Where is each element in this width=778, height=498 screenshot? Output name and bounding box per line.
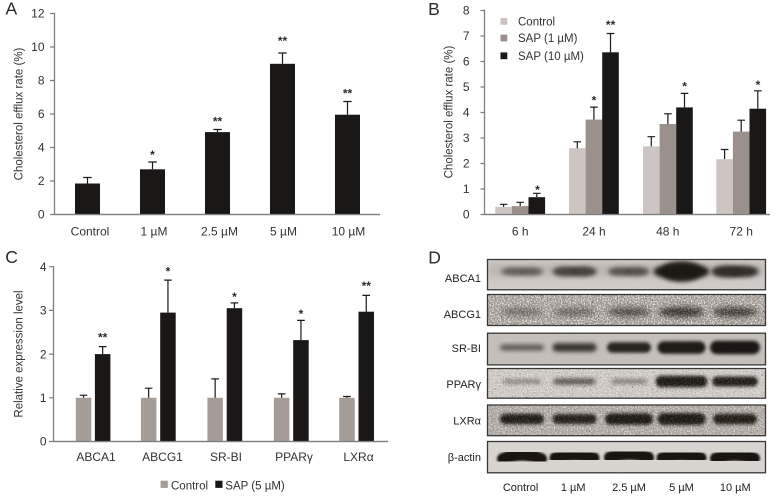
svg-text:Cholesterol efflux rate (%): Cholesterol efflux rate (%) — [444, 45, 456, 178]
svg-text:5: 5 — [463, 80, 470, 94]
svg-text:*: * — [682, 79, 687, 93]
svg-text:SR-BI: SR-BI — [210, 450, 242, 464]
svg-text:5 µM: 5 µM — [270, 225, 297, 239]
svg-text:4: 4 — [38, 141, 45, 155]
svg-text:3: 3 — [40, 304, 47, 318]
svg-text:6: 6 — [463, 55, 470, 69]
svg-text:**: ** — [213, 115, 223, 129]
svg-text:ABCG1: ABCG1 — [444, 309, 481, 321]
svg-text:10: 10 — [31, 40, 45, 54]
svg-text:24 h: 24 h — [582, 225, 605, 239]
svg-text:β-actin: β-actin — [448, 452, 481, 464]
svg-text:10 µM: 10 µM — [332, 225, 366, 239]
svg-text:C: C — [5, 247, 18, 267]
svg-text:2.5 µM: 2.5 µM — [201, 225, 238, 239]
svg-text:2: 2 — [463, 157, 470, 171]
svg-text:4: 4 — [40, 260, 47, 274]
svg-text:*: * — [756, 78, 761, 92]
svg-text:6: 6 — [38, 107, 45, 121]
svg-text:PPARγ: PPARγ — [275, 450, 313, 464]
svg-text:1: 1 — [40, 391, 47, 405]
svg-text:PPARγ: PPARγ — [446, 379, 481, 391]
svg-text:A: A — [6, 0, 18, 19]
svg-text:Relative expression level: Relative expression level — [14, 290, 26, 417]
svg-text:SAP (1 µM): SAP (1 µM) — [518, 33, 578, 45]
svg-text:**: ** — [98, 330, 108, 344]
svg-text:Control: Control — [518, 17, 555, 29]
svg-text:48 h: 48 h — [656, 225, 679, 239]
svg-text:*: * — [592, 94, 597, 108]
svg-text:72 h: 72 h — [730, 225, 753, 239]
svg-text:4: 4 — [463, 106, 470, 120]
svg-text:3: 3 — [463, 131, 470, 145]
svg-text:SAP (5 µM): SAP (5 µM) — [225, 481, 285, 493]
svg-text:10 µM: 10 µM — [720, 482, 751, 494]
svg-text:Control: Control — [503, 482, 538, 494]
svg-text:LXRα: LXRα — [343, 450, 373, 464]
svg-text:0: 0 — [40, 435, 47, 449]
svg-text:Control: Control — [71, 225, 110, 239]
svg-text:Control: Control — [171, 481, 208, 493]
svg-text:B: B — [428, 0, 440, 19]
svg-text:SAP (10 µM): SAP (10 µM) — [518, 51, 584, 63]
svg-text:0: 0 — [463, 208, 470, 222]
svg-text:D: D — [428, 247, 441, 267]
svg-text:6 h: 6 h — [512, 225, 529, 239]
svg-text:8: 8 — [463, 4, 470, 18]
svg-text:SR-BI: SR-BI — [452, 343, 481, 355]
svg-text:ABCG1: ABCG1 — [142, 450, 183, 464]
svg-text:Cholesterol efflux rate (%): Cholesterol efflux rate (%) — [14, 47, 26, 180]
svg-text:2: 2 — [38, 174, 45, 188]
svg-text:5 µM: 5 µM — [669, 482, 694, 494]
svg-text:2: 2 — [40, 347, 47, 361]
svg-text:**: ** — [362, 279, 372, 293]
svg-text:**: ** — [606, 18, 616, 32]
svg-text:*: * — [232, 290, 237, 304]
svg-text:2.5 µM: 2.5 µM — [612, 482, 646, 494]
svg-text:ABCA1: ABCA1 — [76, 450, 116, 464]
svg-text:*: * — [166, 265, 171, 279]
svg-text:0: 0 — [38, 208, 45, 222]
svg-text:**: ** — [343, 87, 353, 101]
svg-text:1 µM: 1 µM — [141, 225, 168, 239]
svg-text:1: 1 — [463, 182, 470, 196]
svg-text:8: 8 — [38, 74, 45, 88]
svg-text:12: 12 — [31, 7, 45, 21]
svg-text:LXRα: LXRα — [453, 416, 481, 428]
svg-text:1 µM: 1 µM — [561, 482, 586, 494]
svg-text:**: ** — [278, 34, 288, 48]
svg-text:*: * — [150, 148, 155, 162]
svg-text:7: 7 — [463, 29, 470, 43]
svg-text:*: * — [535, 183, 540, 197]
svg-text:*: * — [299, 307, 304, 321]
svg-text:ABCA1: ABCA1 — [445, 273, 481, 285]
